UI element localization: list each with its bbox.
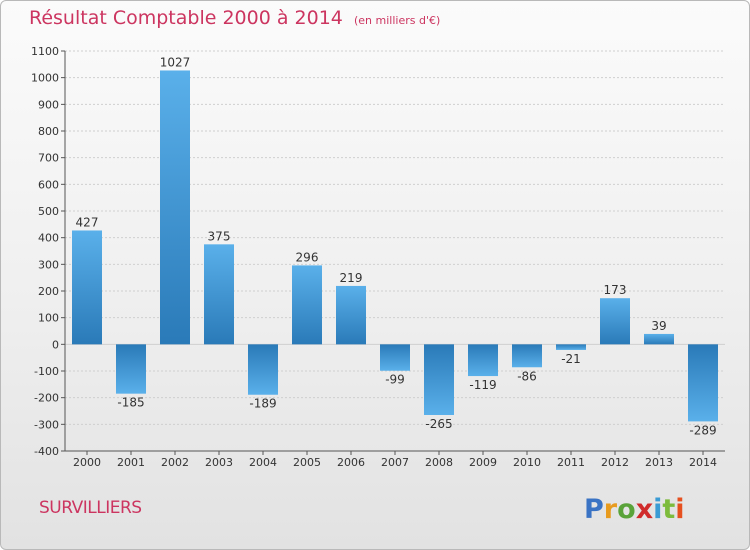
y-tick-label: -100	[34, 365, 59, 378]
x-tick-label-2008: 2008	[425, 456, 453, 469]
logo-letter: i	[675, 494, 684, 525]
logo-letter: P	[584, 494, 604, 525]
data-label-2006: 219	[340, 271, 363, 285]
y-tick-label: 800	[38, 125, 59, 138]
bar-2011	[556, 344, 586, 350]
bar-2001	[116, 344, 146, 394]
data-label-2012: 173	[604, 283, 627, 297]
bar-2003	[204, 244, 234, 345]
y-tick-label: 900	[38, 98, 59, 111]
bar-2008	[424, 344, 454, 415]
svg-text:Proxiti: Proxiti	[584, 494, 685, 525]
data-label-2007: -99	[385, 373, 405, 387]
chart-title: Résultat Comptable 2000 à 2014 (en milli…	[29, 7, 440, 29]
x-tick-label-2001: 2001	[117, 456, 145, 469]
chart-unit-note: (en milliers d'€)	[353, 14, 441, 27]
x-tick-label-2002: 2002	[161, 456, 189, 469]
y-tick-label: 200	[38, 285, 59, 298]
logo-letter: r	[604, 494, 618, 525]
x-tick-label-2000: 2000	[73, 456, 101, 469]
data-label-2004: -189	[249, 397, 276, 411]
x-tick-label-2014: 2014	[689, 456, 717, 469]
y-tick-label: 500	[38, 205, 59, 218]
y-tick-label: -400	[34, 445, 59, 458]
x-axis: 2000 2001 2002 2003 2004 2005 2006 2007 2008 2009…	[73, 451, 717, 469]
bar-2006	[336, 285, 366, 345]
data-label-2009: -119	[469, 378, 496, 392]
x-tick-label-2012: 2012	[601, 456, 629, 469]
data-label-2005: 296	[296, 250, 319, 264]
y-tick-label: 700	[38, 152, 59, 165]
data-label-2011: -21	[561, 352, 581, 366]
data-label-2003: 375	[208, 229, 231, 243]
x-tick-label-2010: 2010	[513, 456, 541, 469]
logo-letter: x	[636, 494, 653, 525]
y-tick-label: 400	[38, 232, 59, 245]
bar-2002	[160, 70, 190, 345]
logo-letter: i	[653, 494, 662, 525]
y-tick-label: 100	[38, 312, 59, 325]
data-label-2013: 39	[651, 319, 666, 333]
bar-2013	[644, 333, 674, 345]
logo-letter: t	[662, 494, 675, 525]
x-tick-label-2006: 2006	[337, 456, 365, 469]
y-axis: -400 -300 -200 -100 0 100 200 300 400 500 600 700 80…	[31, 45, 725, 458]
chart-title-text: Résultat Comptable 2000 à 2014	[29, 7, 343, 29]
x-tick-label-2005: 2005	[293, 456, 321, 469]
bar-2000	[72, 230, 102, 345]
y-tick-label: 600	[38, 178, 59, 191]
y-tick-label: 1100	[31, 45, 59, 58]
place-name: SURVILLIERS	[39, 498, 142, 518]
x-tick-label-2013: 2013	[645, 456, 673, 469]
bar-2014	[688, 344, 718, 422]
logo-letter: o	[617, 494, 636, 525]
bar-2010	[512, 344, 542, 368]
data-label-2010: -86	[517, 369, 537, 383]
y-tick-label: -300	[34, 418, 59, 431]
y-tick-label: 300	[38, 258, 59, 271]
bar-2007	[380, 344, 410, 371]
data-label-2008: -265	[425, 417, 452, 431]
bar-2009	[468, 344, 498, 377]
y-tick-label: -200	[34, 392, 59, 405]
data-label-2001: -185	[117, 396, 144, 410]
x-tick-label-2003: 2003	[205, 456, 233, 469]
y-tick-label: 1000	[31, 72, 59, 85]
bars: 427 -185 1027 375 -189 296 219 -99 -265 -119 -86 -2…	[72, 55, 718, 437]
data-label-2000: 427	[76, 215, 99, 229]
bar-2005	[292, 265, 322, 345]
x-tick-label-2007: 2007	[381, 456, 409, 469]
x-tick-label-2009: 2009	[469, 456, 497, 469]
x-tick-label-2011: 2011	[557, 456, 585, 469]
data-label-2014: -289	[689, 423, 716, 437]
y-tick-label: 0	[52, 338, 59, 351]
x-tick-label-2004: 2004	[249, 456, 277, 469]
data-label-2002: 1027	[160, 55, 191, 69]
bar-2004	[248, 344, 278, 395]
bar-2012	[600, 298, 630, 345]
